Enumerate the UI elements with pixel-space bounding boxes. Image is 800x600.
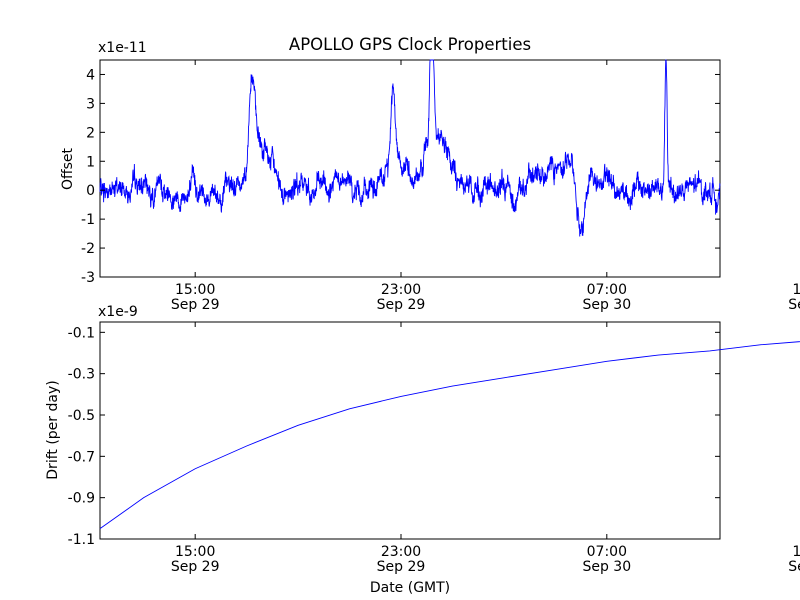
offset-ytick-label: 2 bbox=[86, 125, 95, 141]
offset-xtick-date: Sep 30 bbox=[582, 297, 631, 313]
chart-title: APOLLO GPS Clock Properties bbox=[289, 35, 531, 54]
drift-y-ticks: -0.1 -0.3 -0.5 -0.7 -0.9 -1.1 bbox=[68, 325, 720, 548]
drift-ytick-label: -0.7 bbox=[68, 449, 95, 465]
drift-ylabel: Drift (per day) bbox=[45, 380, 61, 479]
offset-xtick-time: 15:00 bbox=[792, 282, 800, 298]
drift-xtick-date: Sep 29 bbox=[171, 559, 220, 575]
offset-ytick-label: 0 bbox=[86, 183, 95, 199]
offset-plot-frame bbox=[99, 59, 721, 278]
drift-xtick-date: Sep 29 bbox=[377, 559, 426, 575]
drift-ytick-label: -0.5 bbox=[68, 408, 95, 424]
drift-xlabel: Date (GMT) bbox=[370, 580, 450, 596]
drift-ytick-label: -0.9 bbox=[68, 491, 95, 507]
drift-multiplier: x1e-9 bbox=[98, 304, 138, 320]
drift-xtick-time: 07:00 bbox=[587, 544, 627, 560]
drift-ytick-label: -1.1 bbox=[68, 532, 95, 548]
drift-ytick-label: -0.1 bbox=[68, 325, 95, 341]
offset-ytick-label: 4 bbox=[86, 67, 95, 83]
offset-xtick-time: 23:00 bbox=[381, 282, 421, 298]
drift-ytick-label: -0.3 bbox=[68, 367, 95, 383]
drift-xtick-time: 15:00 bbox=[792, 544, 800, 560]
drift-xtick-time: 15:00 bbox=[175, 544, 215, 560]
drift-plot-frame bbox=[99, 321, 721, 540]
offset-ytick-label: 3 bbox=[86, 96, 95, 112]
offset-series-line bbox=[99, 59, 721, 237]
offset-ytick-label: -1 bbox=[81, 212, 95, 228]
offset-ytick-label: -2 bbox=[81, 241, 95, 257]
offset-xtick-time: 15:00 bbox=[175, 282, 215, 298]
offset-xtick-date: Sep 30 bbox=[788, 297, 800, 313]
drift-series-line bbox=[99, 341, 800, 530]
offset-multiplier: x1e-11 bbox=[98, 40, 147, 56]
drift-xtick-date: Sep 30 bbox=[788, 559, 800, 575]
offset-y-ticks: 4 3 2 1 0 -1 -2 -3 bbox=[81, 67, 720, 286]
offset-xtick-time: 07:00 bbox=[587, 282, 627, 298]
offset-ylabel: Offset bbox=[60, 147, 76, 190]
offset-ytick-label: 1 bbox=[86, 154, 95, 170]
drift-xtick-date: Sep 30 bbox=[582, 559, 631, 575]
offset-xtick-date: Sep 29 bbox=[171, 297, 220, 313]
drift-xtick-time: 23:00 bbox=[381, 544, 421, 560]
offset-ytick-label: -3 bbox=[81, 270, 95, 286]
offset-xtick-date: Sep 29 bbox=[377, 297, 426, 313]
